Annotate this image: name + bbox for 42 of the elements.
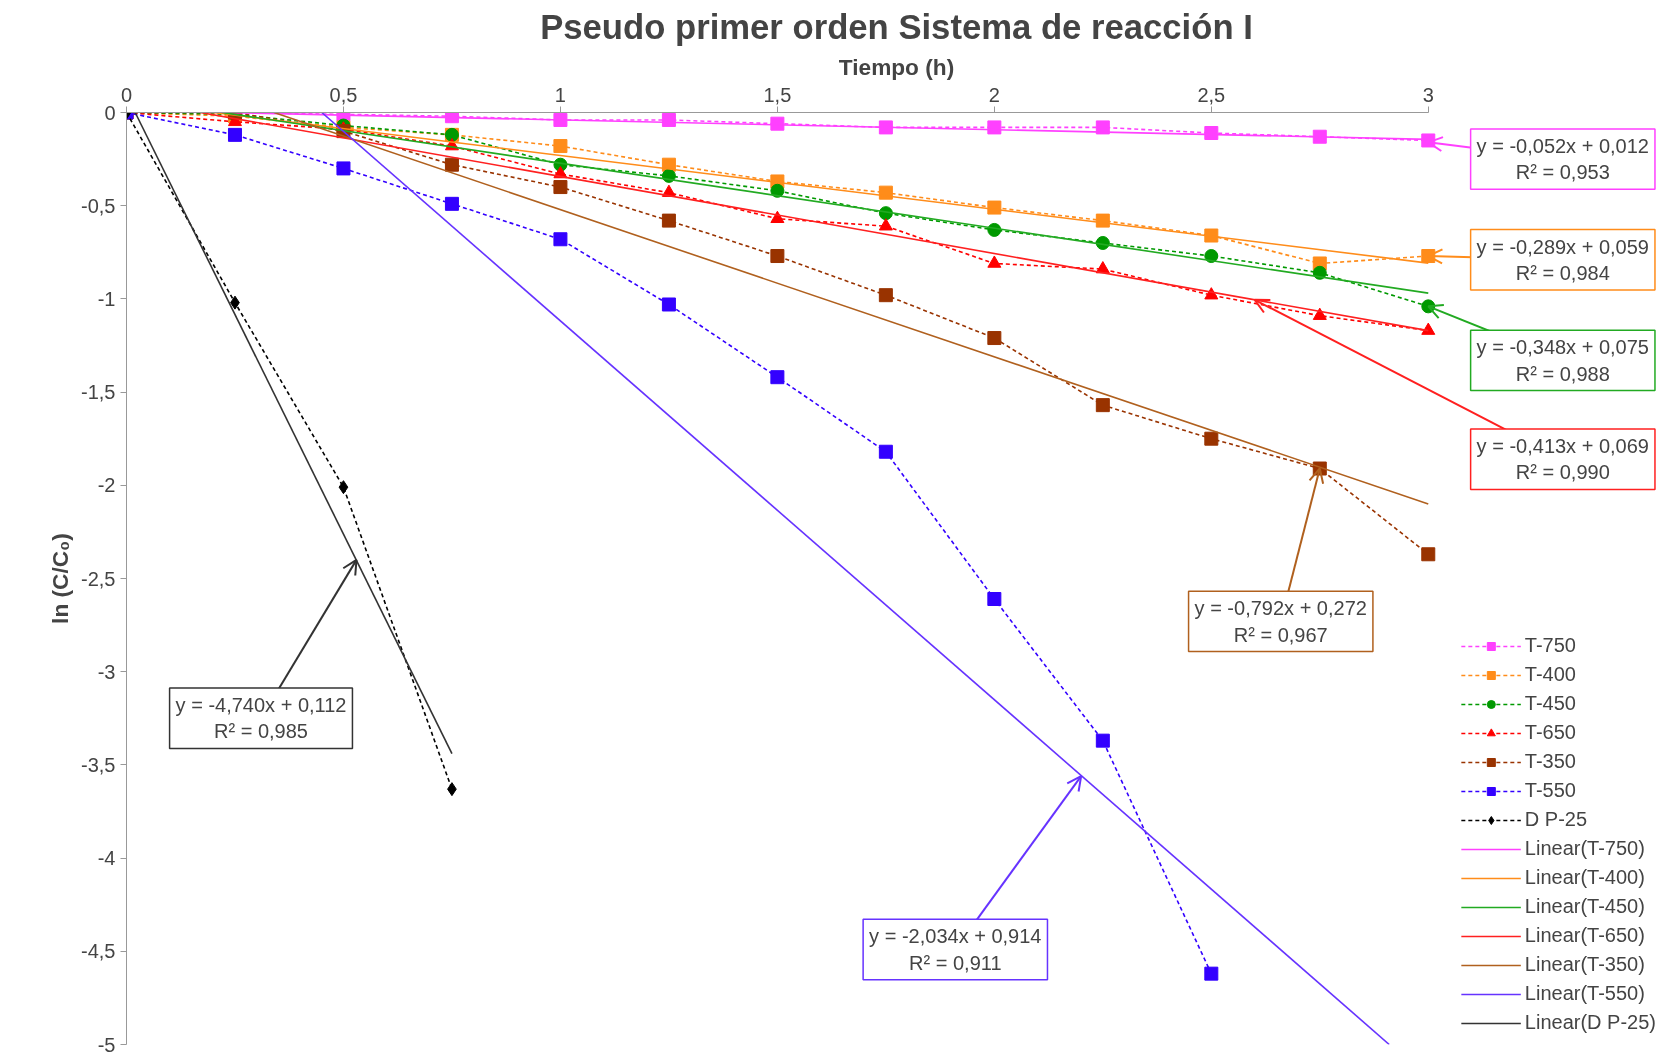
y-tick-label: -3,5 — [81, 753, 116, 776]
x-tick-label: 2 — [988, 83, 1000, 106]
annotation: y = -0,413x + 0,069 R² = 0,990 — [1476, 435, 1649, 484]
legend-label: T-550 — [1524, 779, 1576, 802]
y-tick-label: 0 — [104, 101, 116, 124]
y-tick-label: -4 — [97, 847, 116, 870]
legend-label: T-350 — [1524, 750, 1576, 773]
annotation: y = -0,792x + 0,272 R² = 0,967 — [1194, 597, 1367, 646]
y-tick-label: -2 — [97, 474, 116, 497]
x-tick-label: 0,5 — [329, 83, 358, 106]
y-tick-label: -5 — [97, 1033, 116, 1056]
chart-title: Pseudo primer orden Sistema de reacción I — [540, 7, 1253, 46]
y-tick-label: -2,5 — [81, 567, 116, 590]
legend-label: T-650 — [1524, 721, 1576, 744]
x-tick-label: 1,5 — [763, 83, 792, 106]
legend-label: Linear(T-550) — [1524, 982, 1645, 1005]
annotation: y = -0,289x + 0,059 R² = 0,984 — [1476, 235, 1649, 284]
legend-label: T-750 — [1524, 634, 1576, 657]
annotation: y = -0,348x + 0,075 R² = 0,988 — [1476, 336, 1649, 385]
annotation: y = -0,052x + 0,012 R² = 0,953 — [1476, 134, 1649, 184]
legend-label: T-450 — [1524, 692, 1576, 715]
legend-label: Linear(T-650) — [1524, 924, 1645, 947]
y-tick-label: -3 — [97, 660, 116, 683]
annotation: y = -2,034x + 0,914 R² = 0,911 — [869, 925, 1042, 974]
legend-label: Linear(D P-25) — [1524, 1011, 1656, 1034]
legend-label: T-400 — [1524, 663, 1576, 686]
legend-label: Linear(T-750) — [1524, 837, 1645, 860]
x-axis-title: Tiempo (h) — [838, 53, 955, 80]
x-tick-label: 0 — [120, 83, 133, 106]
legend-label: Linear(T-350) — [1524, 953, 1645, 976]
x-tick-label: 2,5 — [1197, 83, 1226, 106]
legend-label: D P-25 — [1524, 808, 1588, 831]
x-tick-label: 1 — [554, 83, 566, 106]
y-tick-label: -0,5 — [81, 194, 116, 217]
y-tick-label: -1 — [97, 287, 116, 310]
y-axis-title: ln (C/C₀) — [47, 533, 74, 624]
annotation: y = -4,740x + 0,112 R² = 0,985 — [175, 694, 347, 743]
legend-label: Linear(T-400) — [1524, 866, 1645, 889]
y-tick-label: -4,5 — [81, 940, 116, 963]
y-tick-label: -1,5 — [81, 381, 116, 404]
x-tick-label: 3 — [1422, 83, 1434, 106]
legend-label: Linear(T-450) — [1524, 895, 1645, 918]
